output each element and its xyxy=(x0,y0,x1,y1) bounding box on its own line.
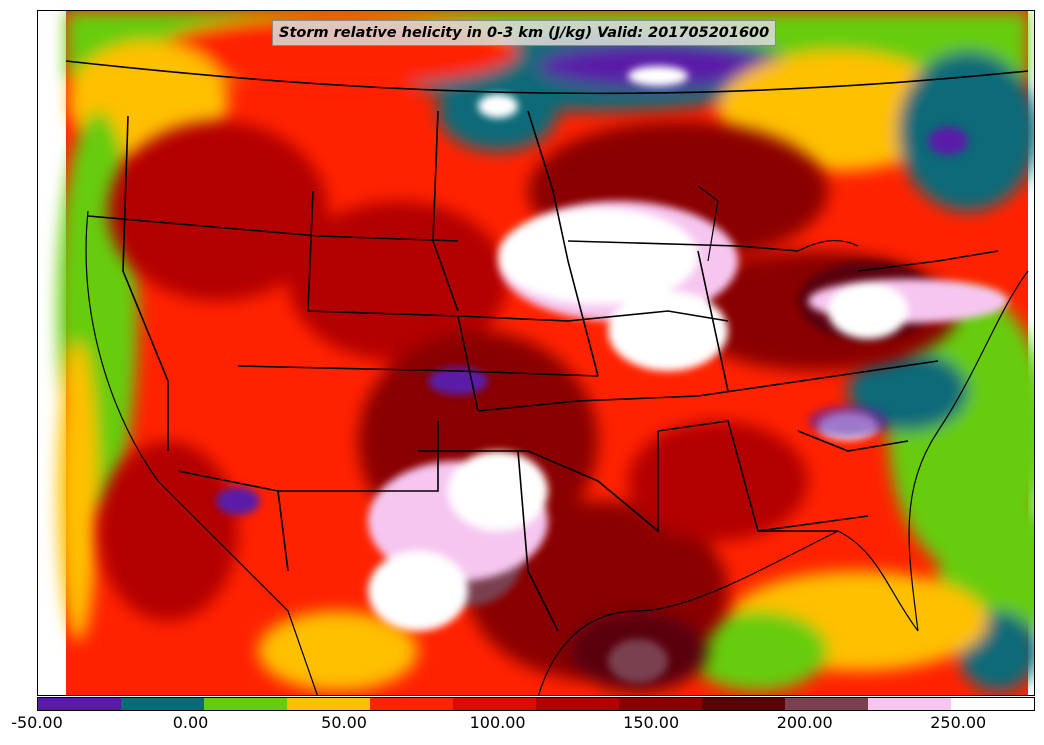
colorbar-swatch xyxy=(287,698,370,710)
map-title: Storm relative helicity in 0-3 km (J/kg)… xyxy=(272,20,777,46)
helicity-field xyxy=(58,11,1034,695)
colorbar-tick-label: 200.00 xyxy=(776,713,833,732)
colorbar-swatch xyxy=(868,698,951,710)
colorbar-swatch xyxy=(951,698,1034,710)
helicity-map xyxy=(37,10,1035,696)
colorbar-swatch xyxy=(121,698,204,710)
state-boundaries xyxy=(65,60,1029,632)
colorbar-swatch xyxy=(453,698,536,710)
colorbar-tick-labels: -50.00 0.00 50.00 100.00 150.00 200.00 250.00 xyxy=(0,713,1044,737)
colorbar xyxy=(37,697,1035,711)
colorbar-tick-label: 50.00 xyxy=(321,713,367,732)
colorbar-swatch xyxy=(38,698,121,710)
colorbar-swatch xyxy=(785,698,868,710)
colorbar-tick-label: 0.00 xyxy=(172,713,209,732)
colorbar-swatch xyxy=(204,698,287,710)
colorbar-swatch xyxy=(702,698,785,710)
colorbar-swatch xyxy=(536,698,619,710)
colorbar-tick-label: 100.00 xyxy=(469,713,526,732)
colorbar-swatch xyxy=(370,698,453,710)
colorbar-tick-label: 250.00 xyxy=(930,713,987,732)
colorbar-tick-label: 150.00 xyxy=(623,713,680,732)
colorbar-swatch xyxy=(619,698,702,710)
coastline xyxy=(85,185,1029,695)
colorbar-tick-label: -50.00 xyxy=(11,713,63,732)
